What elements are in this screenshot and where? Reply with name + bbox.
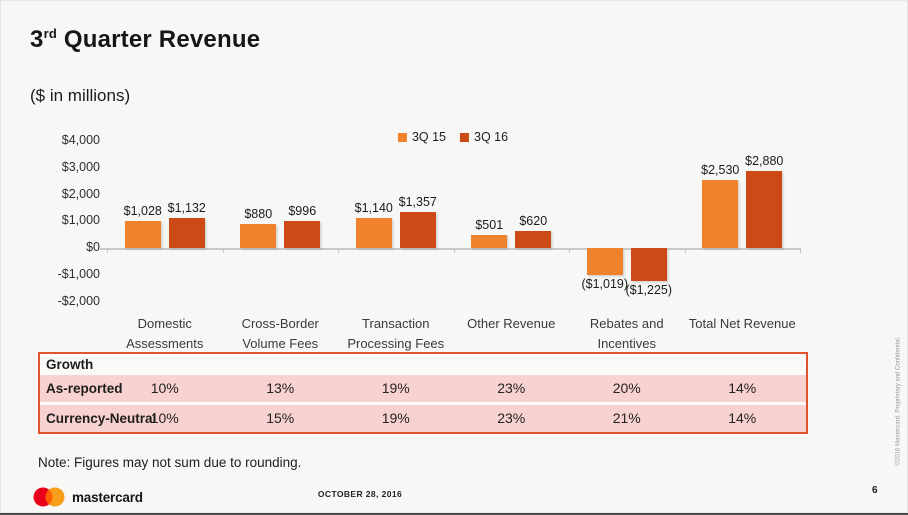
category-label: Cross-Border Volume Fees [241,316,319,351]
x-axis-line [100,248,801,250]
bar-3q15-2 [240,224,277,248]
bar-3q16-4 [515,231,552,248]
growth-table-header: Growth [40,354,806,375]
footer-date: OCTOBER 28, 2016 [317,489,403,499]
mastercard-circles-icon [33,487,65,507]
mastercard-wordmark: mastercard [72,489,143,505]
bar-value-label: $996 [288,204,317,219]
growth-table: Growth As-reported 10% 13% 19% 23% 20% 14% Cu… [38,352,808,434]
bar-value-label: ($1,019) [581,277,629,292]
x-axis-tick [222,248,224,253]
y-axis-tick-label: $0 [86,240,100,254]
growth-value: 19% [381,410,410,426]
bar-value-label: $1,028 [123,203,162,218]
growth-value: 10% [150,410,179,426]
growth-value: 15% [266,410,295,426]
bar-3q16-2 [284,221,321,248]
bar-3q15-6 [702,180,739,248]
chart-legend: 3Q 15 3Q 16 [397,130,508,144]
y-axis-tick-label: $1,000 [61,213,100,228]
units-subtitle: ($ in millions) [30,86,131,105]
y-axis-tick-label: $3,000 [61,159,100,174]
growth-value: 14% [728,410,757,426]
bar-value-label: $501 [475,217,504,232]
legend-item-3q15: 3Q 15 [397,130,446,144]
row-label-currency-neutral: Currency-Neutral [46,411,157,426]
growth-value: 10% [150,380,179,396]
ordinal-superscript: rd [43,26,57,41]
x-axis-tick [453,248,455,253]
bar-value-label: $1,357 [398,194,437,209]
growth-value: 21% [612,410,641,426]
page-number: 6 [872,485,878,496]
growth-value: 23% [497,410,526,426]
x-axis-tick [107,248,108,253]
x-axis-tick [338,248,339,253]
bar-value-label: $1,132 [167,200,206,215]
category-label: Other Revenue [467,316,556,331]
category-label: Domestic Assessments [126,316,204,351]
bar-3q16-3 [399,211,436,248]
bar-3q16-5 [630,248,667,281]
x-axis-tick [569,248,570,253]
row-label-as-reported: As-reported [46,381,123,396]
growth-value: 14% [728,380,757,396]
y-axis-tick-label: -$2,000 [57,293,100,308]
y-axis-tick-label: $4,000 [61,133,100,147]
copyright-vertical-text: ©2016 Mastercard. Proprietary and Confid… [895,336,902,466]
y-axis-tick-label: $2,000 [61,186,100,201]
bar-value-label: $620 [519,214,548,229]
bar-3q15-4 [471,234,508,248]
legend-label-3q15: 3Q 15 [411,130,446,144]
legend-label-3q16: 3Q 16 [474,130,509,144]
revenue-bar-chart: 3Q 15 3Q 16 $4,000 $3,000 $2,000 $1,000 $0 -$… [57,130,801,351]
growth-value: 19% [381,380,410,396]
bar-3q16-1 [168,217,205,248]
category-label: Transaction Processing Fees [347,316,445,351]
bar-value-label: $1,140 [354,200,393,215]
bar-value-label: $2,530 [701,163,740,178]
table-row-separator [40,402,806,405]
y-axis-tick-label: -$1,000 [57,266,100,281]
mastercard-logo: mastercard [32,486,143,508]
category-label: Rebates and Incentives [589,316,664,351]
bar-3q15-1 [124,220,161,248]
growth-row-currency-neutral: Currency-Neutral 10% 15% 19% 23% 21% 14% [40,405,806,432]
growth-row-as-reported: As-reported 10% 13% 19% 23% 20% 14% [40,375,806,402]
bar-value-label: ($1,225) [625,282,673,297]
legend-swatch-3q15 [397,132,407,142]
bar-value-label: $880 [244,207,273,222]
bar-value-label: $2,880 [745,153,784,168]
rounding-note: Note: Figures may not sum due to roundin… [38,455,302,470]
growth-value: 23% [497,380,526,396]
category-label: Total Net Revenue [688,316,796,331]
growth-value: 13% [266,380,295,396]
x-axis-tick [800,248,801,253]
bar-3q15-3 [355,217,392,248]
x-axis-tick [684,248,686,253]
page-title: 3rd Quarter Revenue [30,26,261,53]
bar-3q16-6 [746,170,783,248]
legend-swatch-3q16 [460,132,469,142]
bar-3q15-5 [586,248,623,276]
legend-item-3q16: 3Q 16 [460,130,508,144]
growth-value: 20% [612,380,641,396]
